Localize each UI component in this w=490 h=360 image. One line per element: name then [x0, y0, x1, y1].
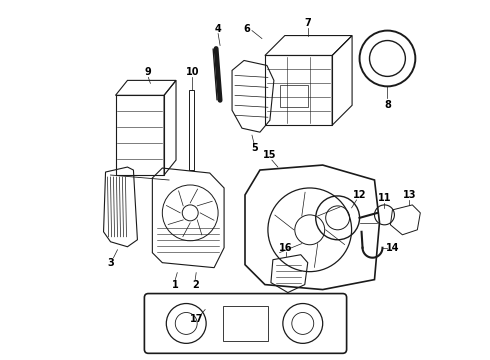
Text: 14: 14	[386, 243, 399, 253]
Text: 11: 11	[378, 193, 391, 203]
Text: 8: 8	[384, 100, 391, 110]
Text: 16: 16	[279, 243, 293, 253]
Text: 5: 5	[251, 143, 258, 153]
Bar	[189, 90, 194, 170]
Text: 12: 12	[353, 190, 367, 200]
Text: 10: 10	[185, 67, 199, 77]
Text: 4: 4	[215, 24, 221, 33]
Text: 6: 6	[244, 24, 250, 33]
Text: 3: 3	[107, 258, 114, 268]
Text: 9: 9	[145, 67, 152, 77]
Text: 1: 1	[172, 280, 179, 289]
Text: 15: 15	[263, 150, 277, 160]
Bar	[280, 85, 308, 107]
Text: 2: 2	[192, 280, 198, 289]
Text: 17: 17	[190, 314, 203, 324]
Text: 7: 7	[304, 18, 311, 28]
Text: 13: 13	[403, 190, 416, 200]
Bar	[223, 306, 268, 341]
